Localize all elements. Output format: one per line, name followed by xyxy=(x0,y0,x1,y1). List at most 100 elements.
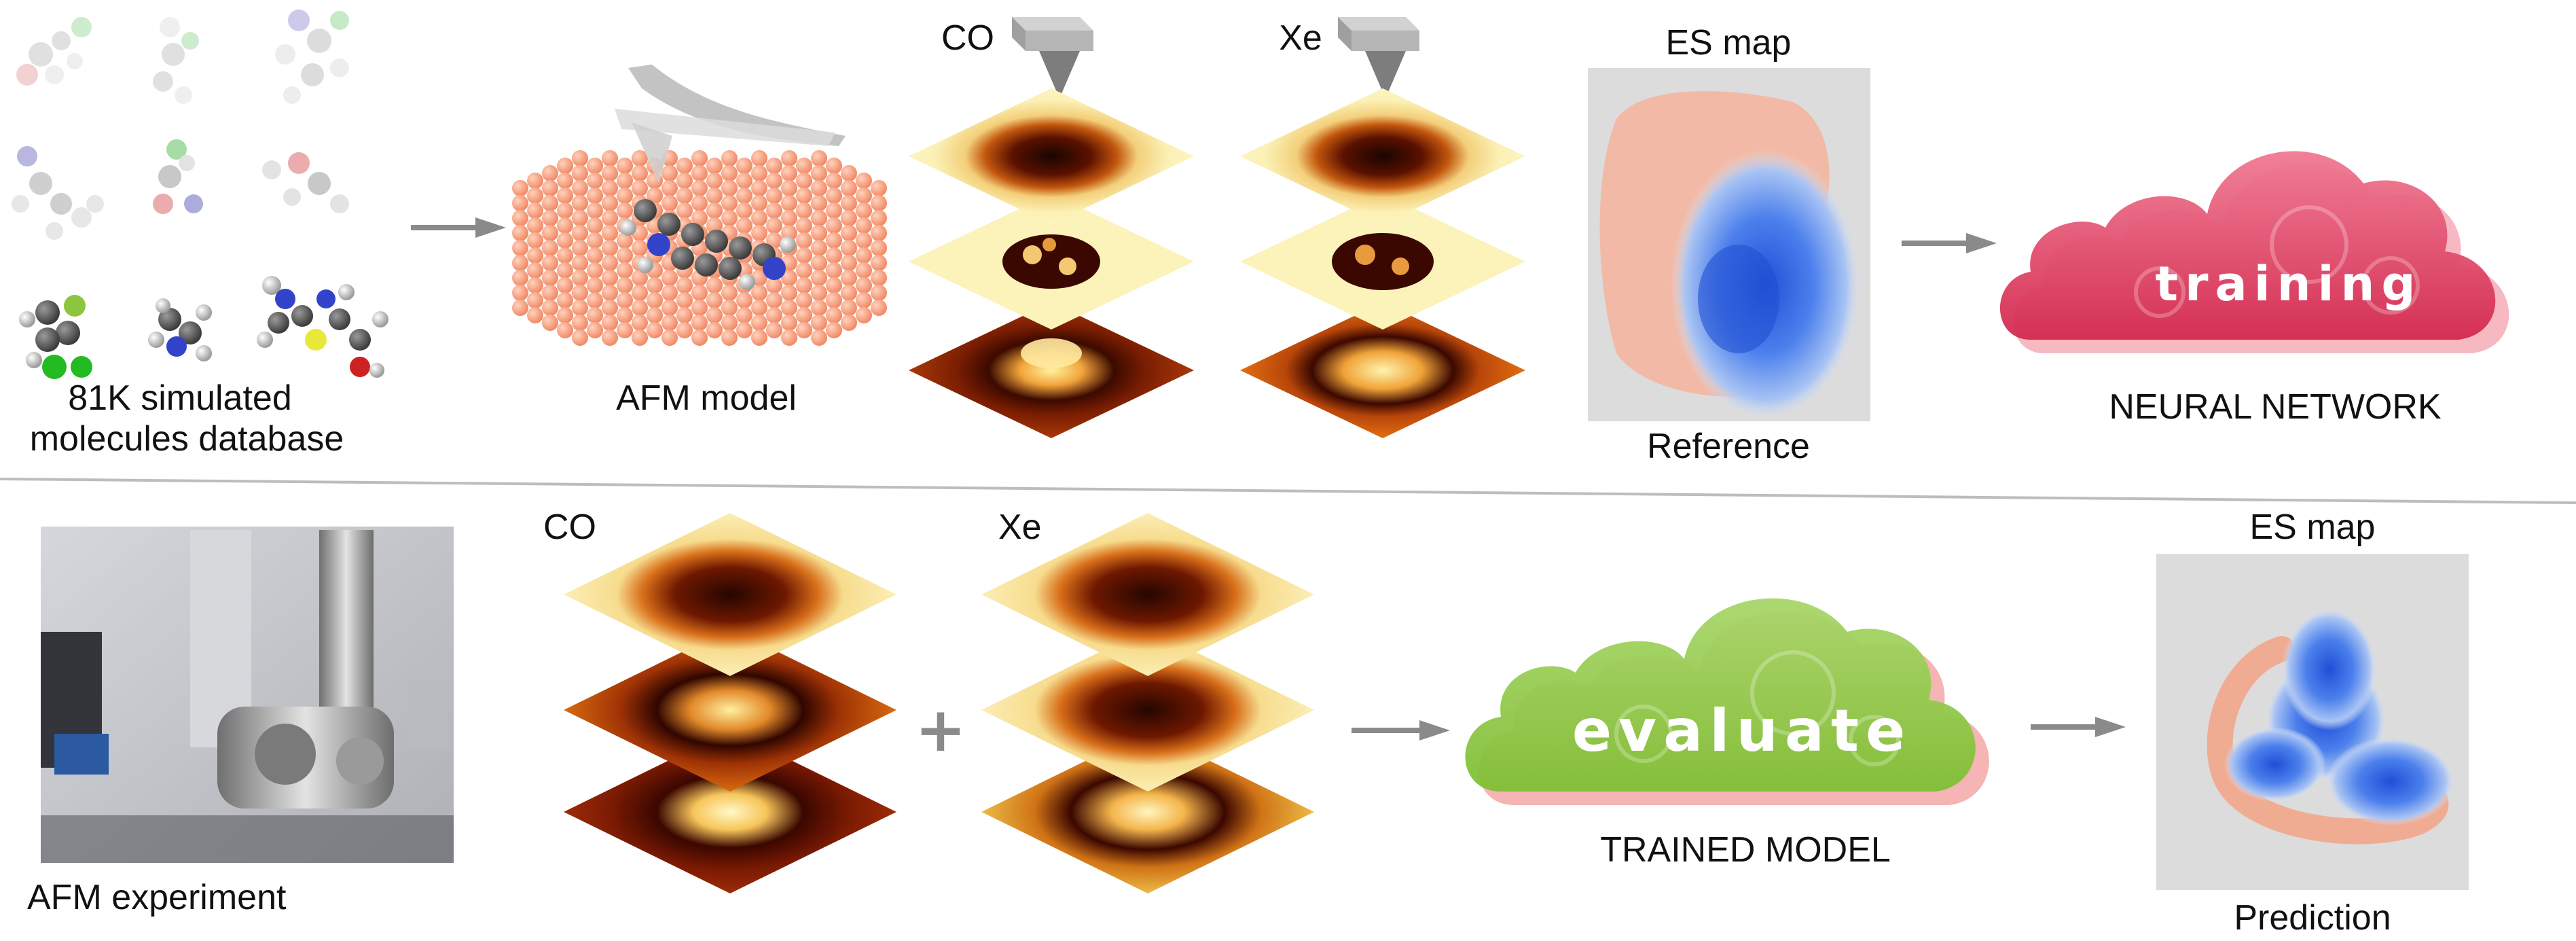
copper-atom xyxy=(796,322,812,338)
copper-atom xyxy=(781,180,797,196)
copper-atom xyxy=(632,285,648,301)
copper-atom xyxy=(602,150,618,166)
copper-atom xyxy=(856,173,872,189)
exp-xe-label: Xe xyxy=(998,508,1042,547)
copper-atom xyxy=(796,173,812,189)
copper-atom xyxy=(632,270,648,286)
copper-atom xyxy=(617,247,633,264)
copper-atom xyxy=(796,247,812,264)
copper-atom xyxy=(811,300,827,316)
afm-cantilever xyxy=(615,65,846,183)
copper-atom xyxy=(572,150,588,166)
afm-lab-photo xyxy=(41,527,454,863)
molecule-faded-6 xyxy=(262,152,349,213)
copper-atom xyxy=(632,165,648,181)
copper-atom xyxy=(691,150,708,166)
molecule-faded-4 xyxy=(12,146,104,240)
copper-atom xyxy=(811,330,827,346)
copper-atom xyxy=(871,300,887,316)
copper-atom xyxy=(856,292,872,308)
copper-atom xyxy=(542,195,558,211)
copper-atom xyxy=(766,158,782,174)
exp-co-layer-top xyxy=(564,513,896,676)
copper-atom xyxy=(632,150,648,166)
copper-atom xyxy=(811,210,827,226)
copper-atom xyxy=(661,315,678,331)
copper-atom xyxy=(871,270,887,286)
copper-atom xyxy=(841,210,857,226)
copper-atom xyxy=(542,240,558,256)
copper-atom xyxy=(796,158,812,174)
co-tip-label: CO xyxy=(941,18,994,58)
exp-co-layer-middle xyxy=(564,628,896,792)
copper-atom xyxy=(512,300,528,316)
copper-atom xyxy=(841,180,857,196)
co-layer-top xyxy=(909,88,1194,224)
copper-atom xyxy=(587,277,603,294)
copper-atom xyxy=(826,322,842,338)
copper-atom xyxy=(781,150,797,166)
copper-atom xyxy=(706,217,723,234)
copper-atom xyxy=(856,202,872,219)
copper-atom xyxy=(721,285,738,301)
copper-atom xyxy=(781,210,797,226)
copper-atom xyxy=(721,165,738,181)
copper-atom xyxy=(602,315,618,331)
copper-atom xyxy=(721,150,738,166)
copper-atom xyxy=(661,285,678,301)
neural-network-label: NEURAL NETWORK xyxy=(2109,387,2442,427)
copper-atom xyxy=(557,262,573,279)
copper-atom xyxy=(766,232,782,249)
copper-atom xyxy=(796,202,812,219)
copper-atom xyxy=(721,315,738,331)
copper-atom xyxy=(647,292,663,308)
copper-atom xyxy=(706,307,723,323)
copper-atom xyxy=(691,180,708,196)
molecule-clear-1 xyxy=(19,295,92,379)
copper-atom xyxy=(557,277,573,294)
copper-atom xyxy=(691,165,708,181)
copper-atom xyxy=(527,173,543,189)
copper-atom xyxy=(512,225,528,241)
copper-atom xyxy=(602,240,618,256)
copper-atom xyxy=(841,165,857,181)
copper-atom xyxy=(826,277,842,294)
exp-co-layer-bottom xyxy=(564,730,896,893)
copper-atom xyxy=(632,330,648,346)
copper-atom xyxy=(706,158,723,174)
copper-atom xyxy=(617,158,633,174)
copper-atom xyxy=(841,255,857,271)
copper-atom xyxy=(602,225,618,241)
copper-atom xyxy=(661,165,678,181)
copper-atom xyxy=(766,277,782,294)
copper-atom xyxy=(826,247,842,264)
copper-atom xyxy=(721,330,738,346)
afm-experiment-label: AFM experiment xyxy=(27,878,287,917)
es-map-label-bottom: ES map xyxy=(2249,508,2376,547)
copper-atom xyxy=(871,255,887,271)
copper-atom xyxy=(542,180,558,196)
arrow-reference-to-network xyxy=(1902,233,1997,253)
copper-atom xyxy=(632,300,648,316)
copper-atom xyxy=(512,210,528,226)
copper-atom xyxy=(527,292,543,308)
copper-atom xyxy=(751,330,767,346)
copper-atom xyxy=(781,270,797,286)
copper-atom xyxy=(811,240,827,256)
copper-atom xyxy=(587,247,603,264)
molecule-database-grid xyxy=(12,10,388,379)
copper-atom xyxy=(796,217,812,234)
copper-atom xyxy=(617,173,633,189)
copper-atom xyxy=(572,300,588,316)
copper-atom xyxy=(602,195,618,211)
copper-atom xyxy=(676,277,693,294)
copper-atom xyxy=(871,225,887,241)
copper-atom xyxy=(796,277,812,294)
copper-atom xyxy=(587,158,603,174)
reference-label: Reference xyxy=(1647,427,1810,466)
copper-atom xyxy=(587,322,603,338)
database-label-line2: molecules database xyxy=(29,419,344,459)
copper-atom xyxy=(572,315,588,331)
